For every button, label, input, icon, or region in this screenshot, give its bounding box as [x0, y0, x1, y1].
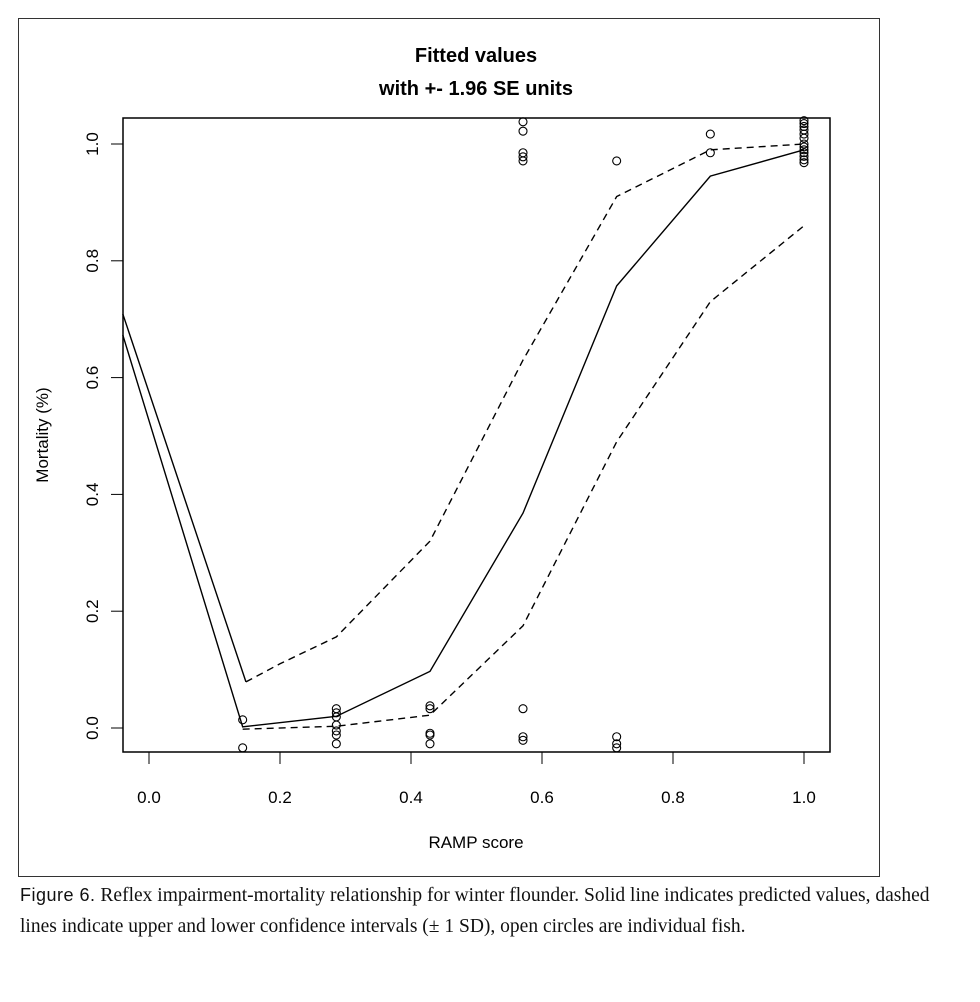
- fish-point: [612, 743, 622, 753]
- plot-area: [122, 117, 831, 753]
- chart-title-line-1: Fitted values: [415, 45, 537, 67]
- fish-point: [705, 129, 715, 139]
- fish-point: [799, 155, 809, 165]
- fish-point: [425, 730, 435, 740]
- y-tick-label: 0.8: [83, 249, 102, 273]
- fish-point: [799, 148, 809, 158]
- fish-point: [518, 126, 528, 136]
- fish-point: [799, 145, 809, 155]
- fish-point: [331, 730, 341, 740]
- fish-point: [799, 119, 809, 129]
- fish-point: [705, 148, 715, 158]
- fish-point: [518, 732, 528, 742]
- fish-point: [799, 139, 809, 149]
- x-tick-label: 0.0: [137, 788, 161, 807]
- chart: Fitted values with +- 1.96 SE units 0.0 0…: [33, 45, 831, 852]
- confidence-line-3: [242, 225, 805, 730]
- figure-caption: Figure 6. Reflex impairment-mortality re…: [20, 880, 970, 942]
- fish-point: [799, 142, 809, 152]
- fish-point: [331, 720, 341, 730]
- caption-text: Reflex impairment-mortality relationship…: [20, 885, 930, 937]
- y-tick-label: 0.4: [83, 483, 102, 507]
- fish-point: [612, 156, 622, 166]
- fish-point: [799, 151, 809, 161]
- fish-point: [331, 739, 341, 749]
- fish-point: [799, 129, 809, 139]
- figure-frame: [18, 18, 880, 877]
- y-tick-label: 1.0: [83, 132, 102, 156]
- fish-point: [518, 735, 528, 745]
- fish-point: [425, 701, 435, 711]
- y-tick-label: 0.0: [83, 716, 102, 740]
- fish-point: [425, 728, 435, 738]
- fish-point: [612, 732, 622, 742]
- y-axis-label: Mortality (%): [33, 387, 52, 482]
- fish-point: [238, 743, 248, 753]
- fish-point: [799, 116, 809, 126]
- x-axis-label: RAMP score: [428, 833, 523, 852]
- predicted-line-1: [122, 313, 247, 683]
- fish-point: [612, 739, 622, 749]
- fish-point: [238, 715, 248, 725]
- fish-point: [331, 726, 341, 736]
- x-tick-label: 0.2: [268, 788, 292, 807]
- fish-point: [518, 704, 528, 714]
- fish-point: [425, 739, 435, 749]
- fish-point: [518, 152, 528, 162]
- x-tick-label: 0.8: [661, 788, 685, 807]
- y-tick-label: 0.6: [83, 366, 102, 390]
- fish-point: [518, 156, 528, 166]
- confidence-line-2: [245, 143, 805, 683]
- caption-label: Figure 6.: [20, 885, 96, 905]
- x-tick-label: 0.6: [530, 788, 554, 807]
- y-tick-label: 0.2: [83, 599, 102, 623]
- chart-title-line-2: with +- 1.96 SE units: [378, 78, 573, 100]
- fish-point: [331, 708, 341, 718]
- fish-point: [425, 704, 435, 714]
- predicted-line-0: [122, 149, 805, 728]
- fish-point: [799, 158, 809, 168]
- x-tick-label: 0.4: [399, 788, 423, 807]
- x-tick-label: 1.0: [792, 788, 816, 807]
- fish-point: [518, 117, 528, 127]
- fish-point: [799, 133, 809, 143]
